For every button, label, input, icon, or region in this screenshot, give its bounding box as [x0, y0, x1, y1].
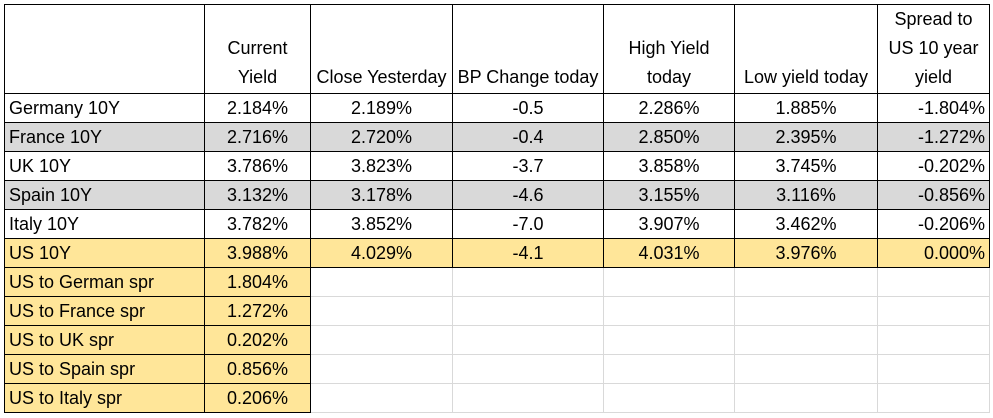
empty-cell[interactable] [452, 383, 604, 413]
cell-spread-name[interactable]: US to UK spr [4, 325, 205, 355]
cell-current[interactable]: 3.132% [204, 180, 311, 210]
header-high-yield[interactable]: High Yield today [603, 4, 735, 94]
cell-bp[interactable]: -0.4 [452, 122, 604, 152]
bond-yield-table: Current Yield Close Yesterday BP Change … [4, 4, 990, 413]
cell-name[interactable]: France 10Y [4, 122, 205, 152]
cell-spread[interactable]: -0.202% [877, 151, 990, 181]
empty-cell[interactable] [877, 325, 990, 355]
cell-low[interactable]: 3.116% [734, 180, 878, 210]
empty-cell[interactable] [877, 296, 990, 326]
cell-close[interactable]: 3.178% [310, 180, 453, 210]
cell-name[interactable]: US 10Y [4, 238, 205, 268]
header-low-yield[interactable]: Low yield today [734, 4, 878, 94]
header-spread[interactable]: Spread to US 10 year yield [877, 4, 990, 94]
cell-high[interactable]: 2.850% [603, 122, 735, 152]
cell-high[interactable]: 2.286% [603, 93, 735, 123]
cell-low[interactable]: 3.462% [734, 209, 878, 239]
cell-low[interactable]: 3.745% [734, 151, 878, 181]
empty-cell[interactable] [734, 354, 878, 384]
header-close-yesterday[interactable]: Close Yesterday [310, 4, 453, 94]
cell-high[interactable]: 3.907% [603, 209, 735, 239]
header-row: Current Yield Close Yesterday BP Change … [4, 4, 990, 94]
cell-high[interactable]: 3.858% [603, 151, 735, 181]
cell-spread-value[interactable]: 0.856% [204, 354, 311, 384]
spread-row: US to Italy spr 0.206% [4, 383, 990, 413]
cell-spread[interactable]: -0.856% [877, 180, 990, 210]
cell-current[interactable]: 3.988% [204, 238, 311, 268]
cell-low[interactable]: 3.976% [734, 238, 878, 268]
cell-current[interactable]: 3.782% [204, 209, 311, 239]
cell-spread-value[interactable]: 1.804% [204, 267, 311, 297]
cell-spread-value[interactable]: 1.272% [204, 296, 311, 326]
empty-cell[interactable] [603, 354, 735, 384]
table-row: Germany 10Y 2.184% 2.189% -0.5 2.286% 1.… [4, 93, 990, 123]
cell-current[interactable]: 2.184% [204, 93, 311, 123]
cell-high[interactable]: 4.031% [603, 238, 735, 268]
cell-name[interactable]: Italy 10Y [4, 209, 205, 239]
cell-name[interactable]: UK 10Y [4, 151, 205, 181]
cell-close[interactable]: 2.189% [310, 93, 453, 123]
empty-cell[interactable] [310, 383, 453, 413]
spread-row: US to German spr 1.804% [4, 267, 990, 297]
empty-cell[interactable] [603, 383, 735, 413]
cell-spread-name[interactable]: US to France spr [4, 296, 205, 326]
cell-bp[interactable]: -7.0 [452, 209, 604, 239]
cell-current[interactable]: 2.716% [204, 122, 311, 152]
cell-close[interactable]: 3.823% [310, 151, 453, 181]
empty-cell[interactable] [734, 267, 878, 297]
table-row: Spain 10Y 3.132% 3.178% -4.6 3.155% 3.11… [4, 180, 990, 210]
cell-spread-value[interactable]: 0.202% [204, 325, 311, 355]
empty-cell[interactable] [452, 267, 604, 297]
empty-cell[interactable] [310, 354, 453, 384]
empty-cell[interactable] [452, 354, 604, 384]
cell-current[interactable]: 3.786% [204, 151, 311, 181]
spread-row: US to UK spr 0.202% [4, 325, 990, 355]
cell-bp[interactable]: -4.6 [452, 180, 604, 210]
cell-high[interactable]: 3.155% [603, 180, 735, 210]
empty-cell[interactable] [452, 325, 604, 355]
cell-bp[interactable]: -4.1 [452, 238, 604, 268]
empty-cell[interactable] [734, 383, 878, 413]
empty-cell[interactable] [734, 296, 878, 326]
empty-cell[interactable] [603, 296, 735, 326]
empty-cell[interactable] [877, 267, 990, 297]
spread-row: US to France spr 1.272% [4, 296, 990, 326]
cell-spread-name[interactable]: US to Spain spr [4, 354, 205, 384]
cell-name[interactable]: Spain 10Y [4, 180, 205, 210]
header-empty[interactable] [4, 4, 205, 94]
empty-cell[interactable] [310, 296, 453, 326]
cell-close[interactable]: 3.852% [310, 209, 453, 239]
cell-spread-value[interactable]: 0.206% [204, 383, 311, 413]
cell-low[interactable]: 2.395% [734, 122, 878, 152]
table-row: US 10Y 3.988% 4.029% -4.1 4.031% 3.976% … [4, 238, 990, 268]
cell-close[interactable]: 2.720% [310, 122, 453, 152]
empty-cell[interactable] [603, 325, 735, 355]
table-row: France 10Y 2.716% 2.720% -0.4 2.850% 2.3… [4, 122, 990, 152]
cell-spread[interactable]: -1.272% [877, 122, 990, 152]
empty-cell[interactable] [452, 296, 604, 326]
cell-spread-name[interactable]: US to German spr [4, 267, 205, 297]
spread-row: US to Spain spr 0.856% [4, 354, 990, 384]
cell-spread-name[interactable]: US to Italy spr [4, 383, 205, 413]
table-row: Italy 10Y 3.782% 3.852% -7.0 3.907% 3.46… [4, 209, 990, 239]
header-bp-change[interactable]: BP Change today [452, 4, 604, 94]
cell-spread[interactable]: -1.804% [877, 93, 990, 123]
empty-cell[interactable] [877, 383, 990, 413]
cell-close[interactable]: 4.029% [310, 238, 453, 268]
cell-low[interactable]: 1.885% [734, 93, 878, 123]
cell-name[interactable]: Germany 10Y [4, 93, 205, 123]
cell-spread[interactable]: 0.000% [877, 238, 990, 268]
cell-bp[interactable]: -0.5 [452, 93, 604, 123]
empty-cell[interactable] [734, 325, 878, 355]
cell-spread[interactable]: -0.206% [877, 209, 990, 239]
cell-bp[interactable]: -3.7 [452, 151, 604, 181]
empty-cell[interactable] [603, 267, 735, 297]
header-current-yield[interactable]: Current Yield [204, 4, 311, 94]
table-row: UK 10Y 3.786% 3.823% -3.7 3.858% 3.745% … [4, 151, 990, 181]
empty-cell[interactable] [310, 325, 453, 355]
empty-cell[interactable] [310, 267, 453, 297]
empty-cell[interactable] [877, 354, 990, 384]
